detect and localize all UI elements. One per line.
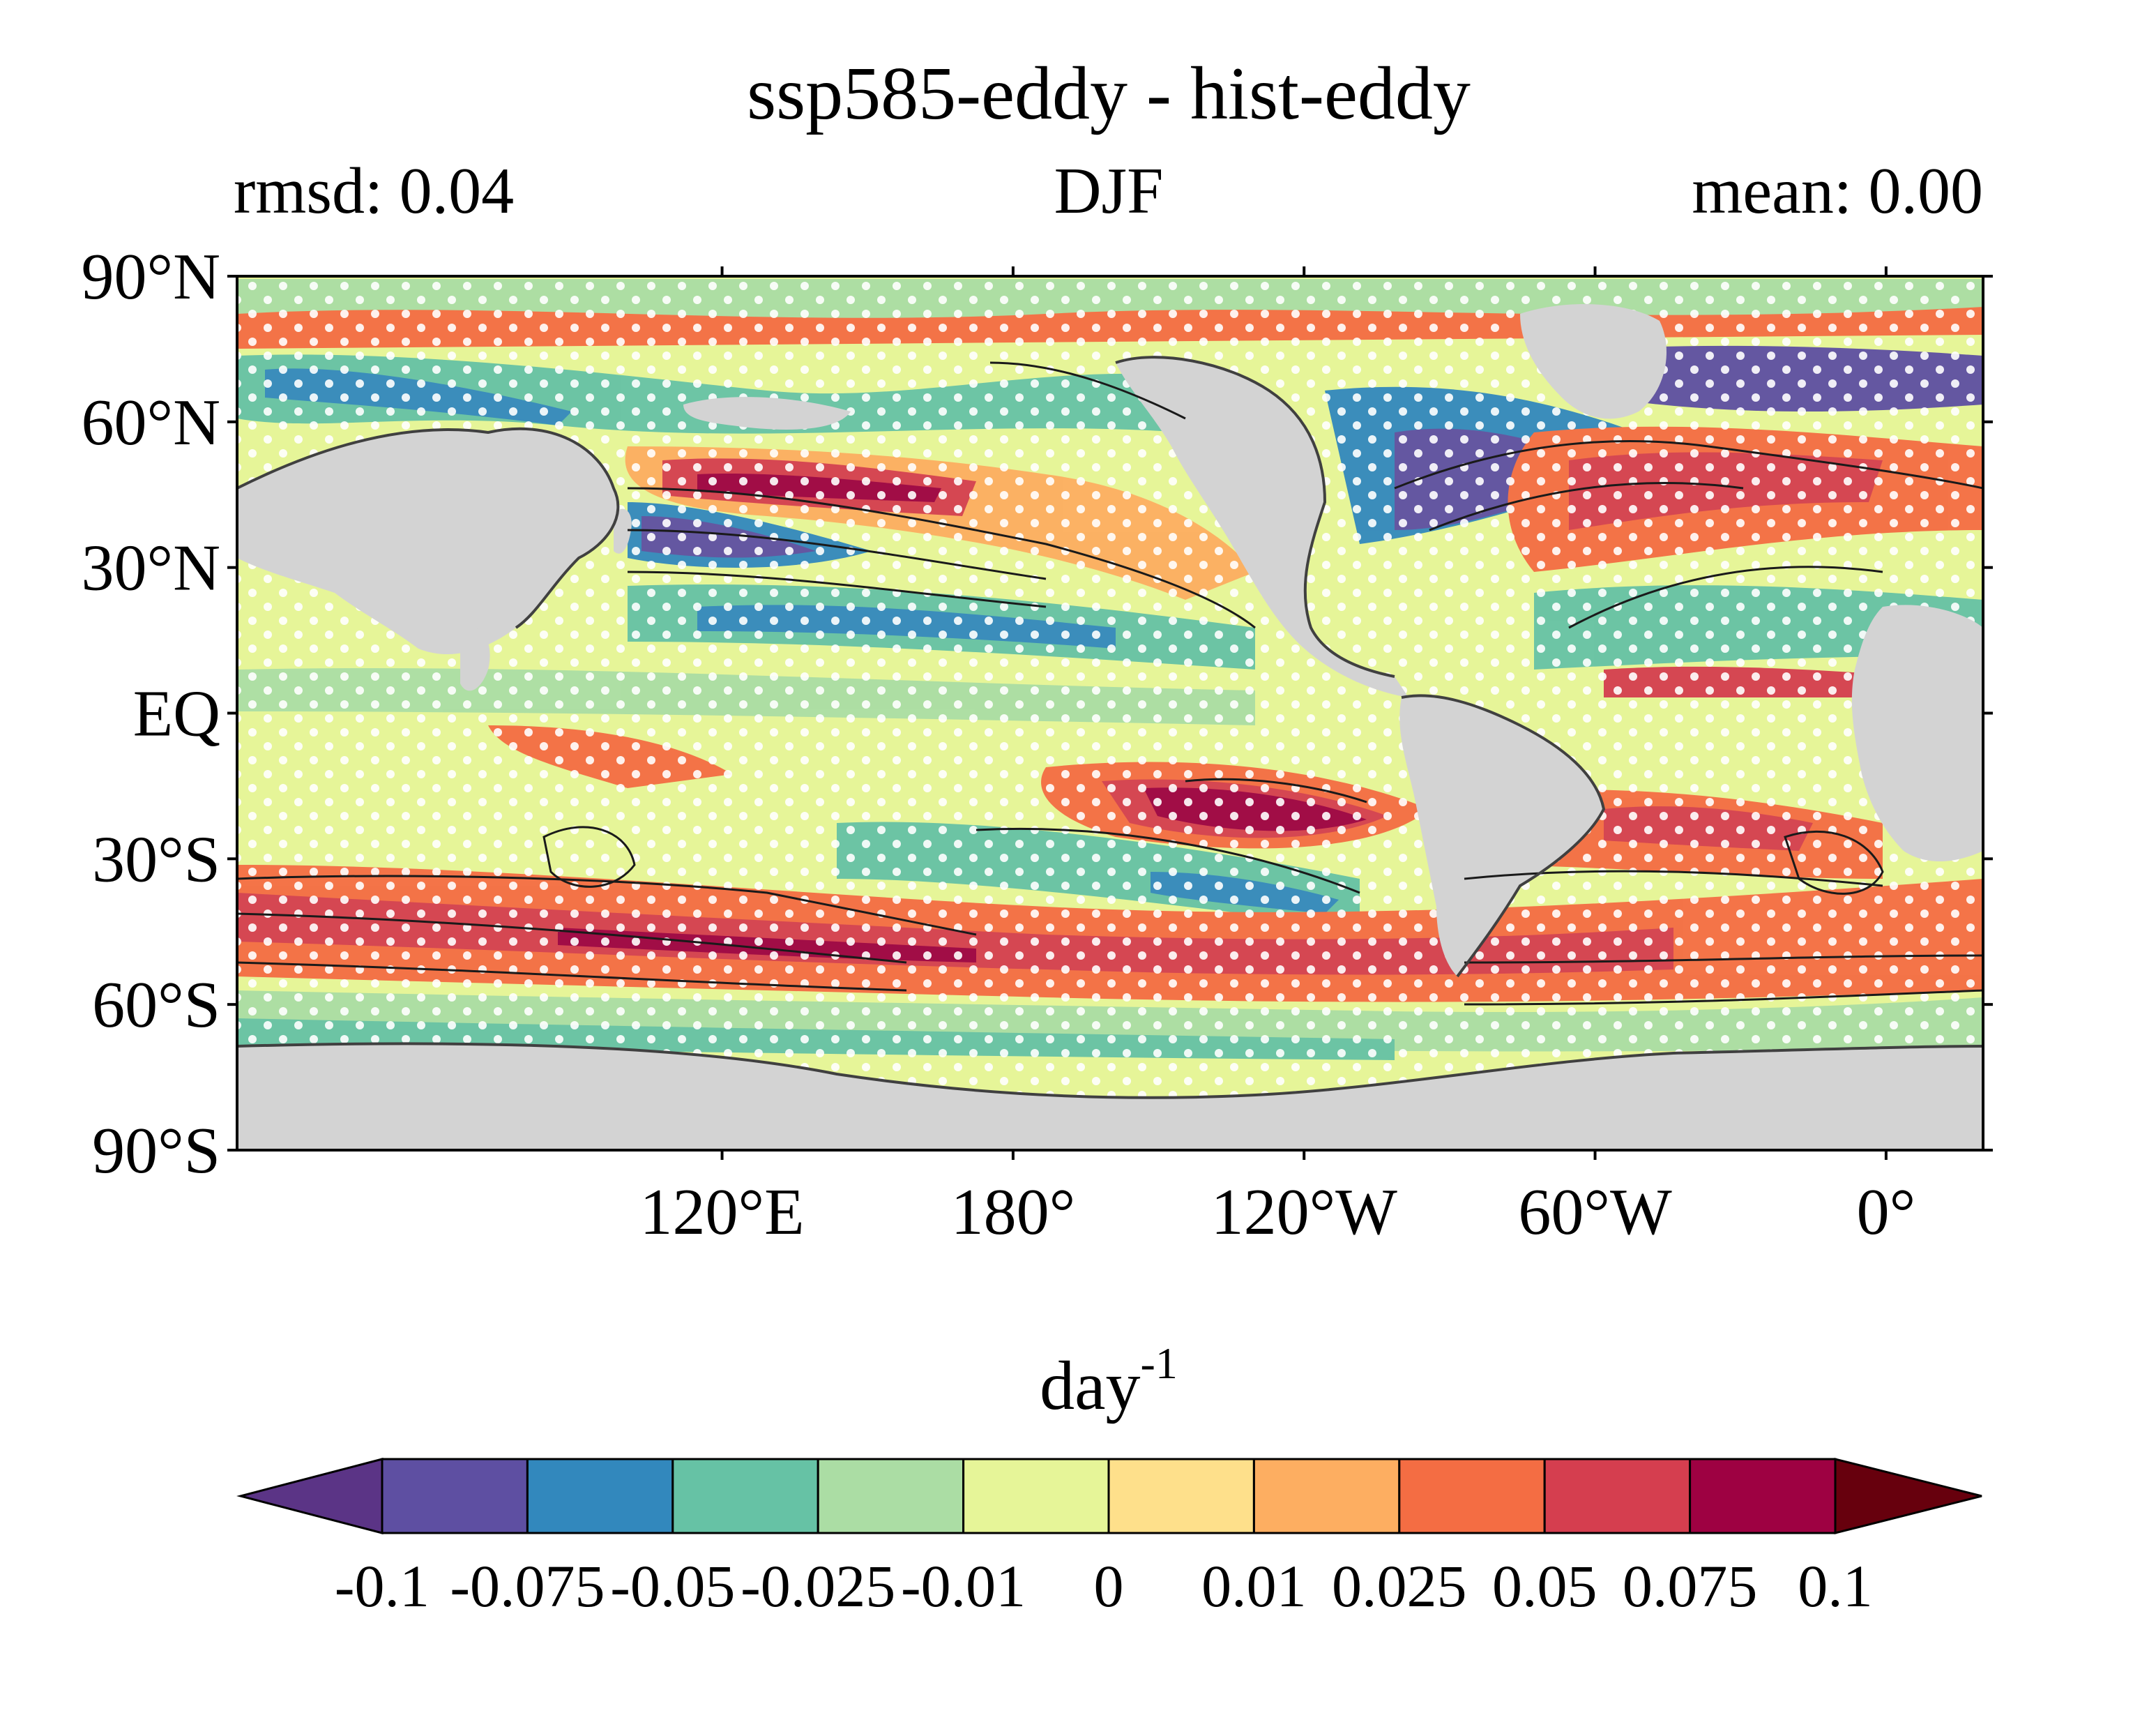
colorbar-cell xyxy=(526,1458,674,1534)
colorbar: day-1 -0.1 -0.075 -0.05 -0.025 -0.01 0 0.01 0.0… xyxy=(236,1338,1982,1619)
colorbar-tick-label: 0.05 xyxy=(1492,1553,1597,1619)
colorbar-cell xyxy=(817,1458,965,1534)
colorbar-cell xyxy=(381,1458,529,1534)
colorbar-cell xyxy=(1107,1458,1255,1534)
lon-tick-label: 60°W xyxy=(1518,1176,1672,1248)
lat-tick-label: 60°S xyxy=(92,969,220,1041)
colorbar-tick-label: -0.05 xyxy=(610,1553,735,1619)
lat-tick-label: 30°S xyxy=(92,823,220,896)
colorbar-cells xyxy=(236,1458,1982,1534)
colorbar-tick-label: -0.075 xyxy=(450,1553,605,1619)
colorbar-tick-label: 0.025 xyxy=(1332,1553,1467,1619)
colorbar-over-arrow xyxy=(1834,1458,1982,1534)
colorbar-cell xyxy=(962,1458,1110,1534)
colorbar-tick-label: -0.1 xyxy=(335,1553,430,1619)
colorbar-under-arrow xyxy=(236,1458,384,1534)
latitude-axis: 90°N 60°N 30°N EQ 30°S 60°S 90°S xyxy=(82,241,1993,1187)
colorbar-tick-label: -0.01 xyxy=(901,1553,1026,1619)
colorbar-cell xyxy=(1252,1458,1401,1534)
significance-stipple xyxy=(237,276,1983,1150)
colorbar-label: day-1 xyxy=(1040,1338,1178,1424)
colorbar-cell xyxy=(1543,1458,1692,1534)
lat-tick-label: 90°N xyxy=(82,241,220,313)
lon-tick-label: 120°W xyxy=(1211,1176,1398,1248)
climatology-contours xyxy=(237,361,1983,1006)
colorbar-tick-label: -0.025 xyxy=(741,1553,895,1619)
colorbar-label-base: day xyxy=(1040,1347,1140,1424)
colorbar-tick-label: 0.075 xyxy=(1623,1553,1758,1619)
lat-tick-label: 30°N xyxy=(82,532,220,605)
coastlines xyxy=(237,356,1983,1099)
lon-tick-label: 0° xyxy=(1857,1176,1916,1248)
colorbar-tick-labels: -0.1 -0.075 -0.05 -0.025 -0.01 0 0.01 0.025 0.05… xyxy=(335,1553,1873,1619)
colorbar-tick-label: 0 xyxy=(1094,1553,1124,1619)
colorbar-tick-label: 0.1 xyxy=(1798,1553,1873,1619)
colorbar-tick-label: 0.01 xyxy=(1201,1553,1307,1619)
season-annotation: DJF xyxy=(1054,155,1164,227)
colorbar-label-exponent: -1 xyxy=(1141,1338,1178,1388)
rmsd-annotation: rmsd: 0.04 xyxy=(234,155,514,227)
lon-tick-label: 180° xyxy=(951,1176,1076,1248)
colorbar-cell xyxy=(1398,1458,1546,1534)
colorbar-cell xyxy=(1689,1458,1837,1534)
lon-tick-label: 120°E xyxy=(640,1176,805,1248)
colorbar-cell xyxy=(671,1458,819,1534)
land-masses xyxy=(237,304,1983,1150)
lat-tick-label: 90°S xyxy=(92,1115,220,1187)
longitude-axis: 120°E 180° 120°W 60°W 0° xyxy=(640,266,1916,1248)
lat-tick-label: 60°N xyxy=(82,386,220,459)
mean-annotation: mean: 0.00 xyxy=(1692,155,1983,227)
figure-title: ssp585-eddy - hist-eddy xyxy=(747,52,1471,135)
lat-tick-label: EQ xyxy=(133,678,220,750)
